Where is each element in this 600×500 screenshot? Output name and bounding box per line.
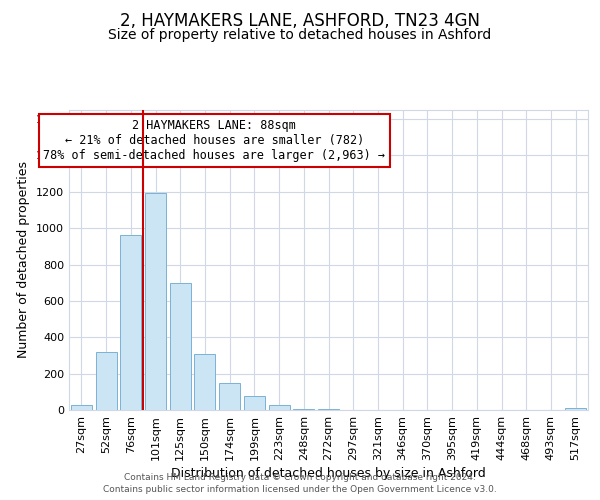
Bar (170, 282, 191, 410)
Bar (269, 404, 290, 410)
Bar (95, 352, 116, 410)
Text: Contains HM Land Registry data © Crown copyright and database right 2024.: Contains HM Land Registry data © Crown c… (124, 472, 476, 482)
Bar (244, 396, 265, 410)
Bar (194, 354, 215, 410)
Text: Contains public sector information licensed under the Open Government Licence v3: Contains public sector information licen… (103, 485, 497, 494)
X-axis label: Distribution of detached houses by size in Ashford: Distribution of detached houses by size … (171, 467, 486, 480)
Text: 2 HAYMAKERS LANE: 88sqm
← 21% of detached houses are smaller (782)
78% of semi-d: 2 HAYMAKERS LANE: 88sqm ← 21% of detache… (43, 119, 385, 162)
Bar (318, 409, 339, 410)
Bar (565, 408, 586, 410)
Bar (120, 236, 141, 410)
Bar (71, 406, 92, 410)
Bar (219, 382, 240, 410)
Text: 2, HAYMAKERS LANE, ASHFORD, TN23 4GN: 2, HAYMAKERS LANE, ASHFORD, TN23 4GN (120, 12, 480, 30)
Text: Size of property relative to detached houses in Ashford: Size of property relative to detached ho… (109, 28, 491, 42)
Bar (145, 192, 166, 410)
Y-axis label: Number of detached properties: Number of detached properties (17, 162, 31, 358)
Bar (293, 409, 314, 410)
